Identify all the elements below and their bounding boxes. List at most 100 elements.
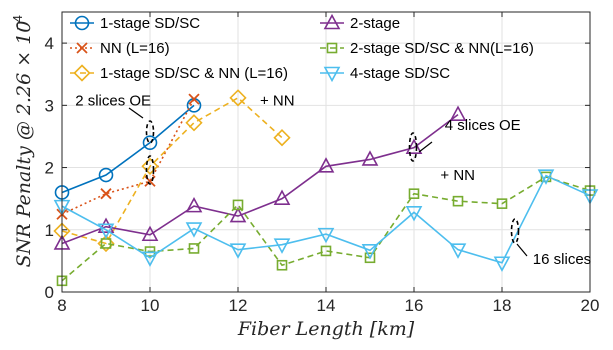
- legend-label: 1-stage SD/SC: [100, 15, 200, 32]
- data-point: [188, 93, 200, 105]
- data-point: [537, 169, 555, 185]
- y-tick-label: 1: [45, 221, 54, 240]
- data-point: [405, 138, 423, 154]
- data-point: [496, 198, 508, 209]
- data-point: [229, 243, 247, 259]
- grid: [61, 12, 591, 293]
- y-tick-label: 2: [45, 159, 54, 178]
- x-tick-label: 20: [581, 296, 600, 315]
- data-point: [142, 135, 158, 150]
- annotation-arrow-4-slices: [418, 141, 433, 153]
- annotation-text: + NN: [260, 92, 295, 109]
- legend-marker: [326, 42, 338, 54]
- annotation-ellipse-4-slices: [408, 132, 418, 162]
- series-5: [53, 169, 599, 272]
- x-axis-label: Fiber Length [km]: [237, 318, 415, 340]
- data-point: [141, 157, 159, 175]
- annotation-ellipse-16-slices: [510, 218, 520, 244]
- x-tick-label: 16: [405, 296, 424, 315]
- y-axis-label: SNR Penalty @ 2.26 × 10: [13, 21, 35, 268]
- data-point: [273, 238, 291, 254]
- data-point: [449, 105, 467, 121]
- x-marker-stroke: [188, 93, 200, 105]
- legend-label: NN (L=16): [100, 40, 170, 57]
- legend-marker: [323, 13, 341, 30]
- annotation-ellipse-2-slices-lower: [145, 155, 155, 185]
- x-tick-label: 8: [57, 296, 66, 315]
- legend-marker: [73, 64, 91, 82]
- data-point: [452, 195, 464, 207]
- data-point: [273, 189, 291, 205]
- x-tick-label: 14: [317, 296, 336, 315]
- data-point: [408, 188, 420, 199]
- x-tick-label: 10: [141, 296, 160, 315]
- data-point: [317, 227, 335, 244]
- data-point: [185, 114, 203, 132]
- data-point: [232, 199, 244, 211]
- series-1: [56, 93, 200, 220]
- legend-label: 2-stage: [350, 15, 400, 32]
- y-tick-label: 3: [45, 96, 54, 115]
- x-marker-stroke: [100, 188, 112, 200]
- annotation-arrow-2-slices: [128, 107, 144, 119]
- x-tick-label: 12: [229, 296, 248, 315]
- data-point: [320, 245, 332, 257]
- series-line: [61, 96, 283, 245]
- legend: 1-stage SD/SC NN (L=16) 1-stage SD/SC & NN…: [70, 13, 534, 83]
- legend-entry-1: NN (L=16): [70, 40, 170, 57]
- data-point: [449, 243, 467, 259]
- legend-entry-0: 1-stage SD/SC: [70, 15, 200, 32]
- data-point: [276, 259, 288, 271]
- series-line: [61, 174, 591, 264]
- annotation-text: + NN: [440, 167, 475, 184]
- legend-marker: [323, 66, 341, 83]
- data-point: [98, 167, 114, 183]
- series-line: [61, 114, 459, 245]
- legend-entry-4: 2-stage SD/SC & NN(L=16): [320, 40, 534, 57]
- x-tick-label: 18: [493, 296, 512, 315]
- data-point: [100, 238, 112, 249]
- y-tick-label: 0: [45, 283, 54, 302]
- legend-marker: [74, 15, 90, 31]
- data-point: [317, 157, 335, 173]
- data-point: [141, 251, 159, 267]
- annotation-text: 4 slices OE: [445, 117, 521, 134]
- annotation-layer: 2 slices OE + NN 4 slices OE + NN 16 slices: [75, 92, 591, 268]
- data-point: [97, 217, 115, 233]
- data-point: [229, 206, 247, 223]
- legend-marker: [76, 42, 88, 54]
- x-marker-stroke: [76, 42, 88, 54]
- legend-label: 2-stage SD/SC & NN(L=16): [350, 40, 534, 57]
- legend-label: 4-stage SD/SC: [350, 65, 450, 82]
- y-axis-label-exponent: −4: [10, 15, 25, 30]
- legend-entry-3: 2-stage: [320, 13, 400, 32]
- annotation-text: 2 slices OE: [75, 92, 151, 109]
- data-point: [273, 129, 291, 147]
- data-point: [493, 256, 511, 272]
- data-point: [185, 196, 203, 213]
- legend-label: 1-stage SD/SC & NN (L=16): [100, 65, 288, 82]
- legend-entry-2: 1-stage SD/SC & NN (L=16): [70, 64, 288, 82]
- data-point: [97, 223, 115, 239]
- data-point: [364, 252, 376, 264]
- y-tick-label: 4: [45, 34, 54, 53]
- series-line: [61, 98, 195, 215]
- data-point: [100, 188, 112, 200]
- series-layer: [53, 89, 599, 287]
- legend-entry-5: 4-stage SD/SC: [320, 65, 450, 83]
- series-3: [53, 105, 467, 250]
- data-point: [361, 244, 379, 260]
- annotation-text: 16 slices: [533, 251, 591, 268]
- series-0: [54, 98, 202, 200]
- data-point: [141, 225, 159, 242]
- series-line: [61, 104, 195, 194]
- data-point: [229, 89, 247, 107]
- annotation-arrow-16-slices: [516, 243, 528, 257]
- data-point: [188, 243, 200, 254]
- annotation-ellipse-2-slices: [145, 120, 155, 144]
- data-point: [185, 222, 203, 238]
- data-point: [405, 206, 423, 222]
- data-point: [361, 150, 379, 166]
